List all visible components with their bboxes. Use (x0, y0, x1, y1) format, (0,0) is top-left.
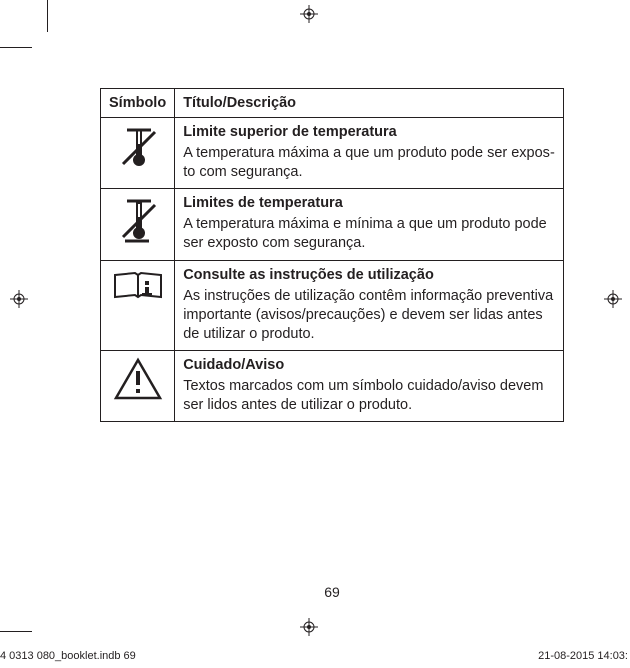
consult-instructions-icon (109, 267, 166, 307)
registration-mark-icon (300, 5, 318, 23)
row-body: As instruções de utilização contêm infor… (183, 287, 555, 344)
registration-mark-icon (300, 618, 318, 636)
symbol-cell (101, 118, 175, 189)
registration-mark-icon (604, 290, 622, 308)
print-footer: 4 0313 080_booklet.indb 69 21-08-2015 14… (0, 650, 630, 662)
row-body: A temperatura máxima e mínima a que um p… (183, 215, 555, 253)
row-title: Cuidado/Aviso (183, 357, 555, 373)
row-title: Consulte as instruções de utilização (183, 267, 555, 283)
description-cell: Limites de temperatura A temperatura máx… (175, 189, 564, 260)
crop-mark (0, 631, 32, 632)
table-row: Limites de temperatura A temperatura máx… (101, 189, 564, 260)
table-row: Consulte as instruções de utilização As … (101, 260, 564, 350)
table-row: Limite superior de temperatura A tempera… (101, 118, 564, 189)
description-cell: Limite superior de temperatura A tempera… (175, 118, 564, 189)
row-title: Limite superior de temperatura (183, 124, 555, 140)
row-body: Textos marcados com um símbolo cuidado/a… (183, 377, 555, 415)
description-cell: Cuidado/Aviso Textos marcados com um sím… (175, 350, 564, 421)
row-title: Limites de temperatura (183, 195, 555, 211)
crop-mark (47, 0, 48, 32)
table-row: Cuidado/Aviso Textos marcados com um sím… (101, 350, 564, 421)
symbols-table: Símbolo Título/Descrição (100, 88, 564, 422)
symbol-cell (101, 350, 175, 421)
registration-mark-icon (10, 290, 28, 308)
page-number: 69 (100, 584, 564, 600)
caution-warning-icon (109, 357, 166, 401)
symbol-cell (101, 189, 175, 260)
upper-temperature-limit-icon (109, 124, 166, 170)
header-description: Título/Descrição (175, 89, 564, 118)
footer-right: 21-08-2015 14:03: (538, 650, 628, 662)
temperature-limits-icon (109, 195, 166, 245)
page-content: Símbolo Título/Descrição (100, 88, 564, 422)
footer-left: 4 0313 080_booklet.indb 69 (0, 650, 136, 662)
table-header-row: Símbolo Título/Descrição (101, 89, 564, 118)
row-body: A temperatura máxima a que um produto po… (183, 144, 555, 182)
header-symbol: Símbolo (101, 89, 175, 118)
symbol-cell (101, 260, 175, 350)
description-cell: Consulte as instruções de utilização As … (175, 260, 564, 350)
crop-mark (0, 47, 32, 48)
